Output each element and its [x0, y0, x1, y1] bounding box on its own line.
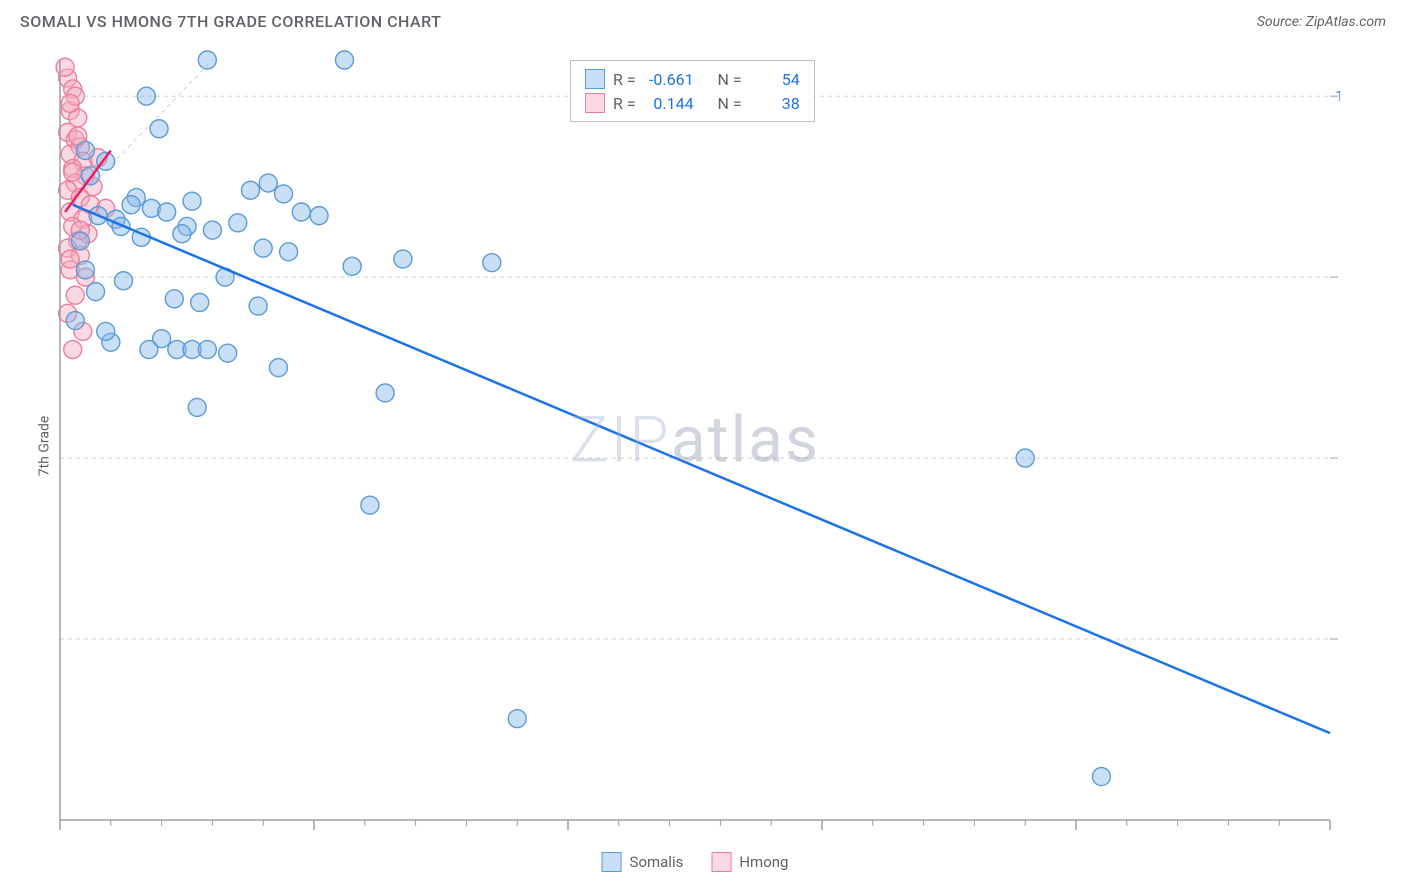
svg-text:100.0%: 100.0%	[1335, 87, 1340, 105]
stats-row: R = 0.144 N = 38	[585, 91, 800, 115]
chart-title: SOMALI VS HMONG 7TH GRADE CORRELATION CH…	[20, 12, 441, 31]
source-attribution: Source: ZipAtlas.com	[1257, 14, 1386, 30]
r-value: 0.144	[644, 94, 694, 113]
n-value: 54	[750, 70, 800, 89]
legend-item: Hmong	[711, 852, 788, 872]
n-label: N =	[718, 94, 742, 113]
legend: Somalis Hmong	[602, 852, 789, 872]
swatch-icon	[711, 852, 731, 872]
scatter-plot: 0.0%50.0%85.0%90.0%95.0%100.0%	[50, 50, 1340, 830]
legend-label: Somalis	[630, 853, 684, 871]
legend-label: Hmong	[739, 853, 788, 871]
r-label: R =	[613, 94, 636, 113]
chart-container: 0.0%50.0%85.0%90.0%95.0%100.0% ZIPatlas …	[50, 50, 1340, 830]
correlation-stats-box: R = -0.661 N = 54 R = 0.144 N = 38	[570, 60, 815, 122]
swatch-icon	[585, 69, 605, 89]
r-label: R =	[613, 70, 636, 89]
r-value: -0.661	[644, 70, 694, 89]
swatch-icon	[585, 93, 605, 113]
stats-row: R = -0.661 N = 54	[585, 67, 800, 91]
legend-item: Somalis	[602, 852, 684, 872]
n-label: N =	[718, 70, 742, 89]
n-value: 38	[750, 94, 800, 113]
chart-header: SOMALI VS HMONG 7TH GRADE CORRELATION CH…	[0, 0, 1406, 35]
swatch-icon	[602, 852, 622, 872]
